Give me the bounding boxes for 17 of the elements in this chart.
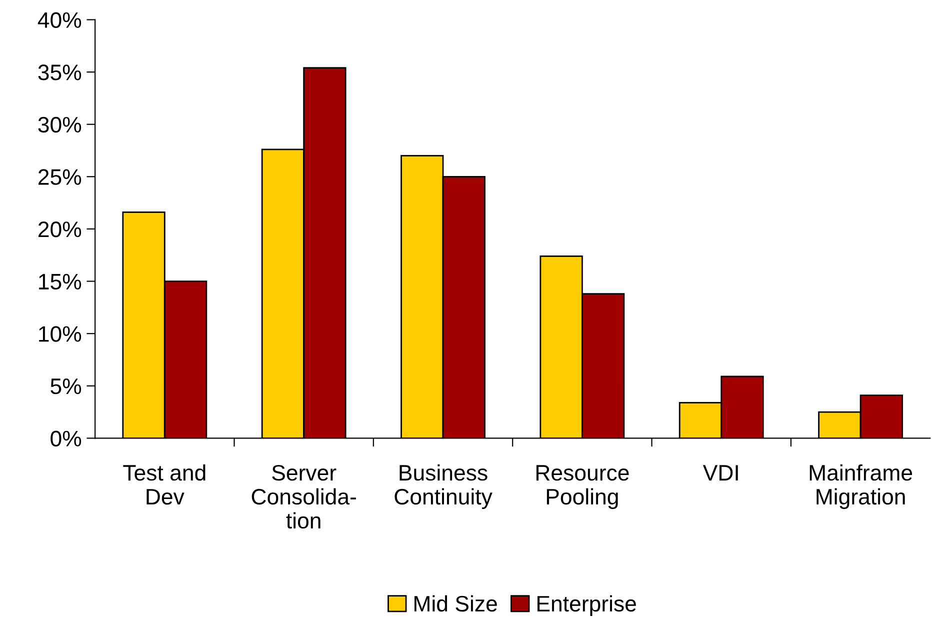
x-tick-label: Test and Dev [123, 464, 206, 505]
y-tick-label: 25% [38, 169, 82, 185]
y-tick-label: 20% [38, 221, 82, 238]
x-tick-label: Resource Pooling [536, 465, 629, 510]
legend-label: Enterprise [538, 595, 636, 616]
y-tick-label: 15% [39, 274, 82, 290]
y-tick-label: 5% [50, 378, 82, 394]
y-tick-label: 35% [38, 64, 82, 80]
y-tick-label: 30% [38, 116, 82, 133]
y-tick-label: 0% [50, 430, 82, 446]
y-tick-label: 10% [39, 326, 82, 342]
x-tick-label: Server Consolida- tion [252, 464, 356, 529]
y-tick-label: 40% [38, 12, 82, 28]
x-tick-label: VDI [702, 465, 738, 480]
x-tick-label: Mainframe Migration [810, 464, 912, 510]
legend-label: Mid Size [414, 595, 497, 612]
x-tick-label: Business Continuity [394, 464, 492, 510]
